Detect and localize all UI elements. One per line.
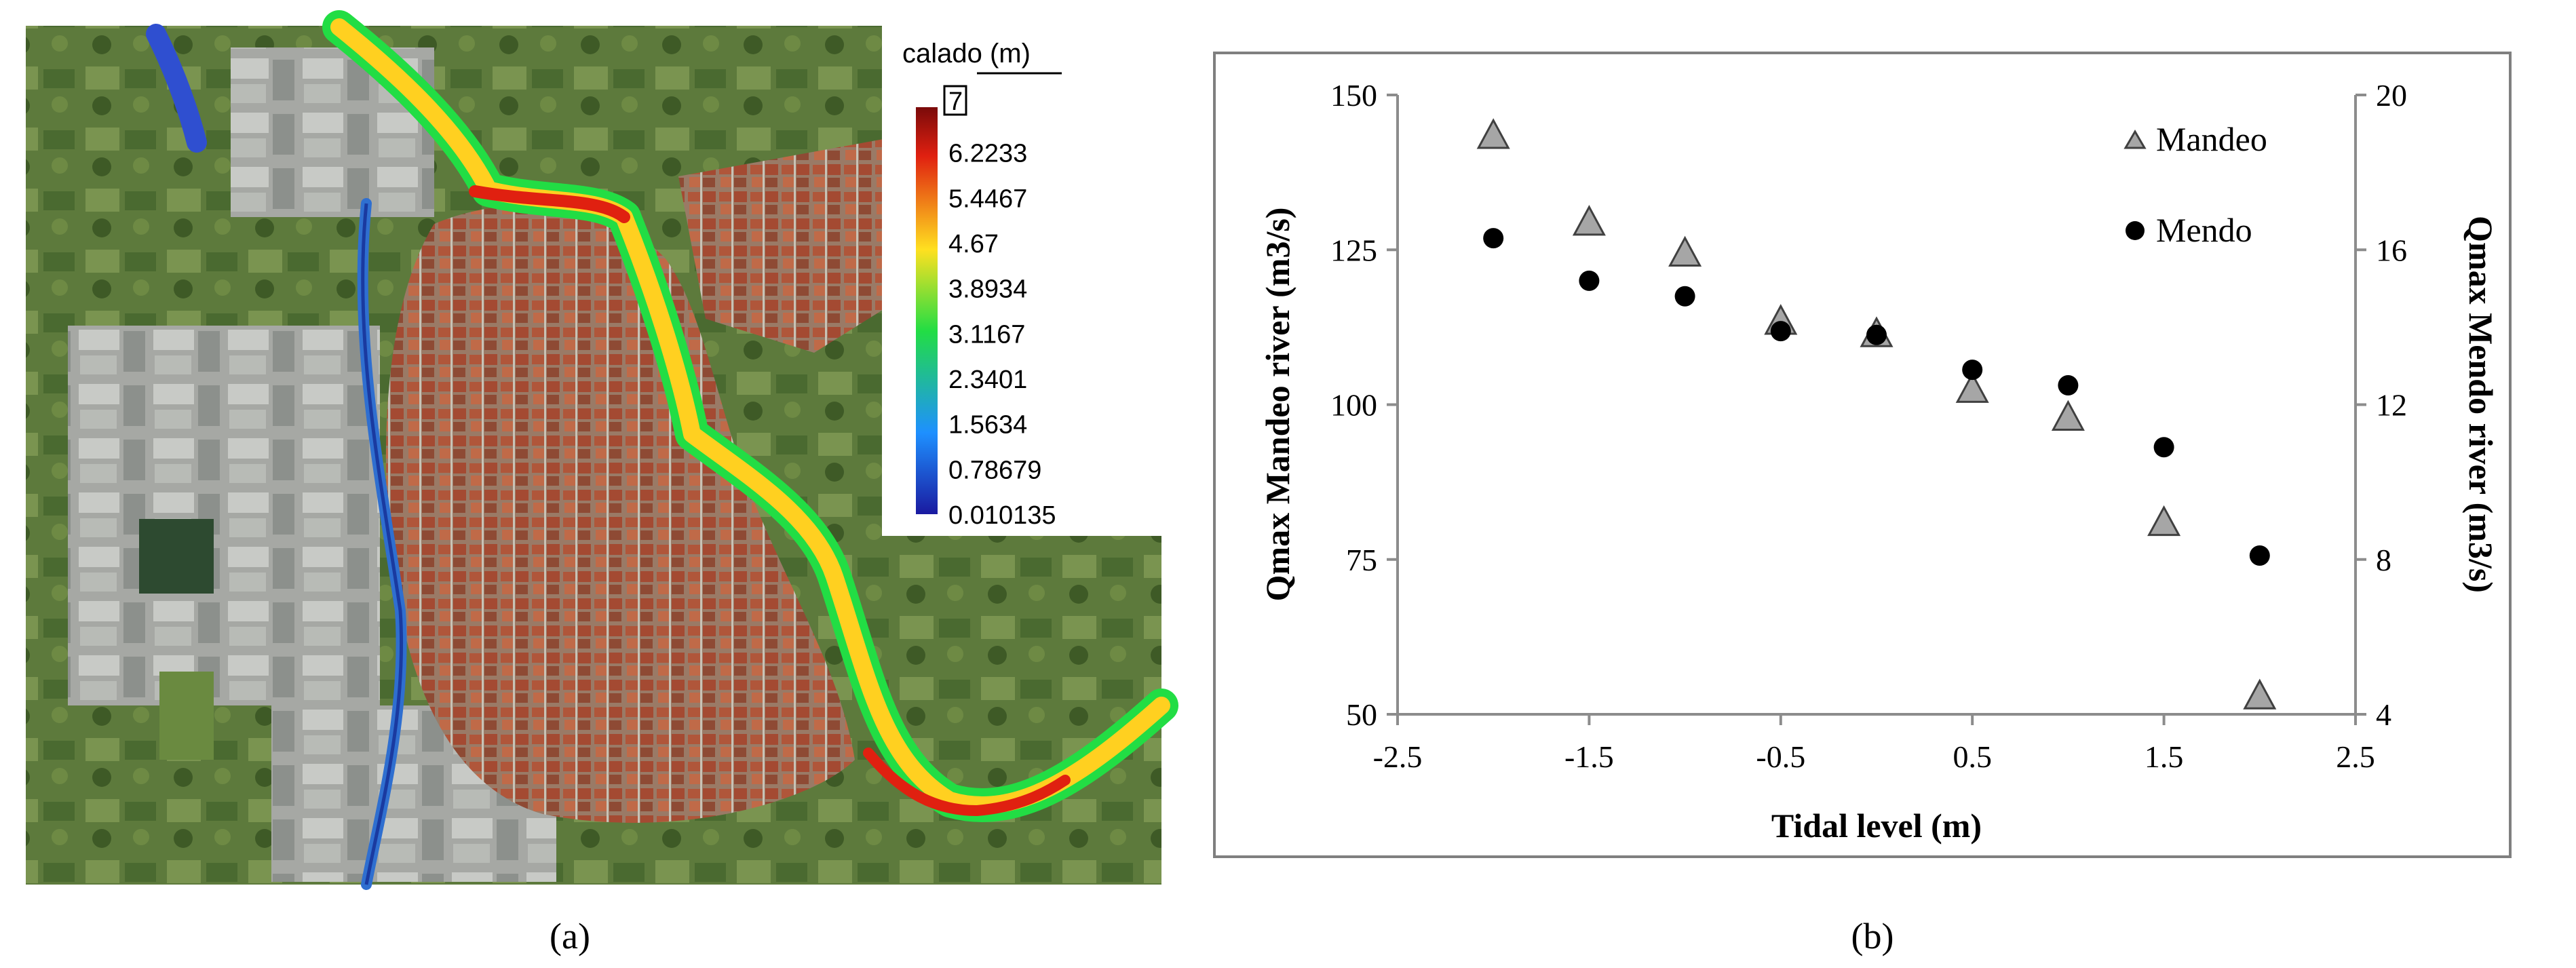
chart-x-tick-label: -0.5 xyxy=(1756,739,1805,774)
chart-y2-tick-label: 12 xyxy=(2376,388,2407,423)
chart-point-mandeo xyxy=(2243,678,2277,710)
chart-y-tick-label: 100 xyxy=(1330,388,1377,423)
chart-y-ticks: 150 125 100 75 50 xyxy=(1330,78,1398,732)
chart-y2-tick-label: 16 xyxy=(2376,233,2407,267)
chart-legend-marker-mendo xyxy=(2126,221,2145,240)
chart-point-mandeo xyxy=(1476,118,1510,149)
chart-point-mandeo xyxy=(1668,235,1702,267)
map-legend-tick-label: 0.010135 xyxy=(948,501,1056,530)
map-legend-tick-label: 3.1167 xyxy=(948,320,1025,349)
chart-y-tick-label: 75 xyxy=(1346,543,1377,577)
chart-point-mendo xyxy=(2058,374,2079,395)
chart-point-mandeo xyxy=(1955,372,1989,403)
chart-legend-label-mendo: Mendo xyxy=(2156,211,2252,249)
chart-x-tick-label: -1.5 xyxy=(1564,739,1614,774)
chart-point-mendo xyxy=(1674,286,1695,307)
map-legend-tick-label: 3.8934 xyxy=(948,275,1027,304)
map-mendo-river-core xyxy=(361,203,404,885)
chart-point-mendo xyxy=(1962,360,1983,381)
chart-legend: Mandeo Mendo xyxy=(2123,120,2267,249)
map-legend-colorbar xyxy=(916,107,938,514)
panel-a-caption: (a) xyxy=(550,916,590,956)
chart-x-tick-label: 1.5 xyxy=(2145,739,2184,774)
map-legend-tick-label: 0.78679 xyxy=(948,456,1041,484)
map-legend-max-box xyxy=(943,85,967,116)
chart-point-mendo xyxy=(1866,324,1887,345)
chart-point-mendo xyxy=(1770,321,1791,342)
chart-point-mandeo xyxy=(1572,205,1606,236)
map-legend-tick-label: 2.3401 xyxy=(948,366,1027,394)
chart-y2-tick-label: 4 xyxy=(2376,697,2391,732)
map-northwest-channel xyxy=(146,24,207,153)
map-river-deep-section xyxy=(469,185,630,223)
panel-b-chart: -2.5 -1.5 -0.5 0.5 1.5 2.5 150 125 100 75 50 20 16… xyxy=(1213,52,2512,858)
chart-y-tick-label: 125 xyxy=(1330,233,1377,267)
chart-y2-tick-label: 20 xyxy=(2376,78,2407,113)
chart-point-mendo xyxy=(2249,545,2270,566)
chart-point-mendo xyxy=(2153,437,2174,458)
chart-point-mandeo xyxy=(2147,505,2181,537)
map-legend-ticks: 6.2233 5.4467 4.67 3.8934 3.1167 2.3401 1.5634… xyxy=(948,140,1056,530)
map-stadium xyxy=(159,672,214,760)
map-legend: calado (m) 7 6.2233 5.4467 4.67 3.8934 3.116… xyxy=(882,26,1161,536)
chart-series-mendo xyxy=(1483,228,2270,566)
map-legend-tick-label: 6.2233 xyxy=(948,140,1027,168)
map-river-deep-section-south xyxy=(863,748,1071,817)
map-old-town xyxy=(385,205,855,823)
map-legend-title: calado (m) xyxy=(902,39,1031,69)
chart-x-axis-label: Tidal level (m) xyxy=(1771,807,1982,845)
chart-y2-tick-label: 8 xyxy=(2376,543,2391,577)
chart-x-tick-label: 0.5 xyxy=(1953,739,1992,774)
map-northeast-neighbourhood xyxy=(678,136,923,353)
chart-y2-ticks: 20 16 12 8 4 xyxy=(2356,78,2407,732)
chart-point-mandeo xyxy=(2051,400,2085,431)
map-legend-tick-label: 1.5634 xyxy=(948,411,1027,440)
chart-y-axis-label: Qmax Mandeo river (m3/s) xyxy=(1258,208,1296,602)
map-industrial-area xyxy=(68,326,380,705)
map-sports-field xyxy=(139,519,214,594)
chart-frame xyxy=(1213,52,2512,858)
chart-point-mendo xyxy=(1483,228,1504,249)
panel-b-caption: (b) xyxy=(1851,916,1894,956)
map-legend-tick-label: 4.67 xyxy=(948,230,999,258)
map-legend-max-label: 7 xyxy=(948,88,963,116)
chart-point-mendo xyxy=(1579,270,1600,291)
chart-y2-axis-label: Qmax Mendo river (m3/s) xyxy=(2462,216,2500,593)
map-legend-tick-label: 5.4467 xyxy=(948,185,1027,213)
chart-legend-label-mandeo: Mandeo xyxy=(2156,120,2267,158)
chart-legend-marker-mandeo xyxy=(2123,130,2147,149)
chart-y-tick-label: 50 xyxy=(1346,697,1377,732)
chart-x-tick-label: 2.5 xyxy=(2336,739,2375,774)
chart-x-tick-label: -2.5 xyxy=(1373,739,1423,774)
chart-y-tick-label: 150 xyxy=(1330,78,1377,113)
chart-x-ticks: -2.5 -1.5 -0.5 0.5 1.5 2.5 xyxy=(1373,714,2375,774)
